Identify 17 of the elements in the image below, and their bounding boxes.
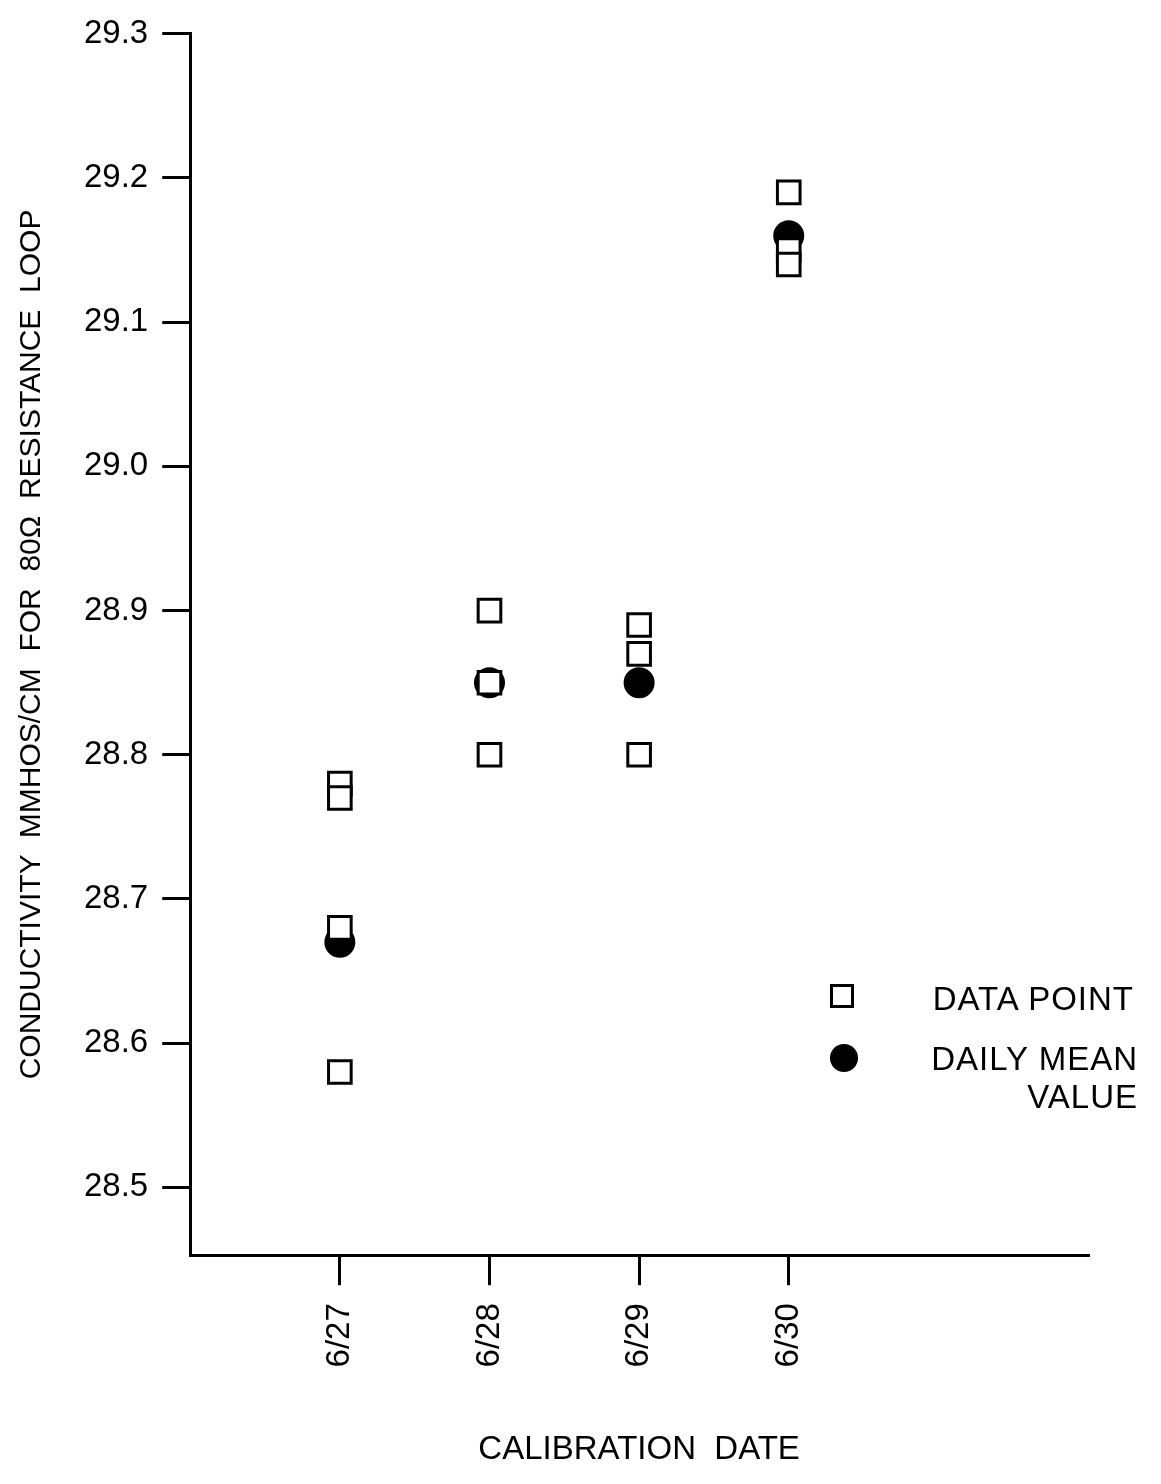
y-tick-label: 28.6 — [83, 1022, 149, 1060]
legend-label: DATA POINT — [931, 980, 1134, 1018]
y-tick-label: 29.1 — [83, 301, 149, 339]
y-tick-label: 28.8 — [83, 733, 149, 771]
y-tick-label: 28.7 — [83, 878, 149, 916]
y-tick-label: 28.5 — [83, 1166, 149, 1204]
x-tick-label: 6/29 — [618, 1303, 656, 1368]
y-tick-label: 29.0 — [83, 445, 149, 483]
x-tick-label: 6/28 — [468, 1303, 506, 1368]
y-tick-label: 29.3 — [83, 12, 149, 50]
legend-label: DAILY MEAN VALUE — [930, 1040, 1138, 1116]
x-tick-label: 6/27 — [318, 1303, 356, 1368]
y-axis-title: CONDUCTIVITY MMHOS/CM FOR 80Ω RESISTANCE LOOP — [13, 209, 47, 1080]
x-tick-label: 6/30 — [767, 1303, 805, 1368]
y-tick-label: 28.9 — [83, 589, 149, 627]
y-tick-label: 29.2 — [83, 157, 149, 195]
x-axis-title: CALIBRATION DATE — [478, 1429, 800, 1467]
